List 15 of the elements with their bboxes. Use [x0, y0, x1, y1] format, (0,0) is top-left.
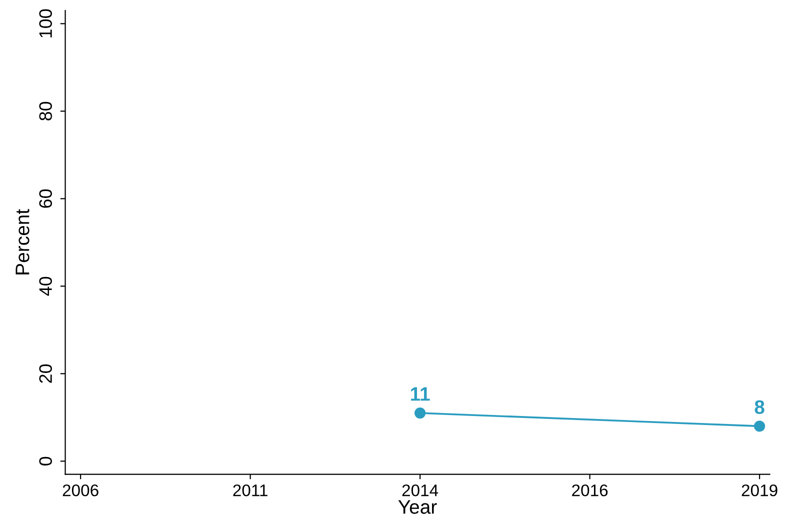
y-axis-title: Percent	[16, 209, 30, 274]
y-tick-label: 40	[39, 276, 52, 296]
x-tick-label: 2011	[233, 484, 268, 496]
x-axis-title: Year	[398, 500, 437, 514]
y-tick-label: 60	[39, 189, 52, 208]
data-label: 8	[754, 400, 764, 414]
y-tick-label: 80	[39, 102, 52, 120]
y-tick-label: 20	[39, 364, 52, 383]
x-tick-label: 2019	[742, 484, 778, 496]
data-label: 11	[410, 387, 430, 401]
x-tick-label: 2006	[62, 484, 98, 496]
x-tick-label: 2014	[402, 484, 438, 496]
y-tick-label: 100	[39, 9, 52, 38]
y-tick-label: 0	[39, 456, 52, 466]
x-tick-label: 2016	[572, 484, 608, 496]
